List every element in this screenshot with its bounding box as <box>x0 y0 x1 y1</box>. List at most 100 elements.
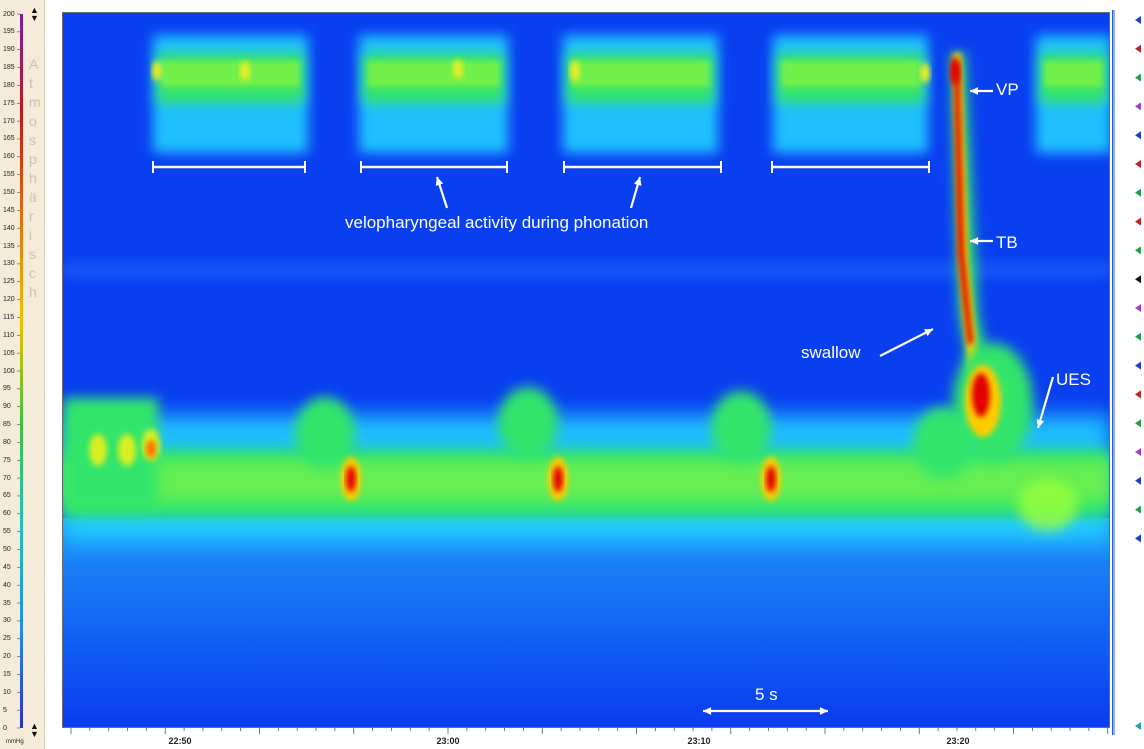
scale-tick-label: 35 <box>3 599 11 607</box>
sensor-marker-strip <box>1112 10 1144 735</box>
vp-activity-inner <box>571 61 710 87</box>
swallow-label: swallow <box>801 343 861 362</box>
swallow-arrow <box>879 328 934 357</box>
background-band <box>63 263 1109 277</box>
scale-tick-label: 150 <box>3 189 15 196</box>
annotation-layer <box>152 87 1055 715</box>
sensor-marker-icon <box>1135 44 1141 53</box>
sensor-marker-icon <box>1135 534 1141 543</box>
ues-label: UES <box>1056 370 1091 389</box>
ues-hotspot-core <box>346 466 356 492</box>
sensor-marker-icon <box>1135 332 1141 341</box>
scale-tick-label: 140 <box>3 224 15 232</box>
scale-tick-label: 110 <box>3 331 15 339</box>
scale-tick-label: 185 <box>3 64 15 72</box>
scale-tick-label: 55 <box>3 528 11 536</box>
vertical-text-letter: i <box>29 227 33 243</box>
scale-tick-label: 170 <box>3 117 15 125</box>
scale-bar-label: 5 s <box>755 685 778 704</box>
scale-tick-label: 80 <box>3 438 11 446</box>
scale-tick-label: 165 <box>3 135 15 143</box>
phonation-annotation: velopharyngeal activity during phonation <box>345 213 649 232</box>
vp-hotspot <box>152 61 162 81</box>
scale-tick-label: 15 <box>3 670 11 678</box>
swallow-streak-red <box>954 63 973 345</box>
scale-tick-label: 200 <box>3 10 15 18</box>
heatmap-canvas <box>63 35 1109 718</box>
ues-bump <box>498 387 558 459</box>
scale-tick-label: 40 <box>3 581 11 589</box>
sensor-marker-icon <box>1135 361 1141 370</box>
vertical-text-letter: h <box>29 170 37 186</box>
vertical-text-letter: A <box>29 56 39 72</box>
unit-label: mmHg <box>6 739 24 745</box>
ues-bump <box>295 397 355 469</box>
pressure-color-scale <box>17 13 23 729</box>
ues-arrow-head <box>1036 419 1045 428</box>
vertical-text-letter: ä <box>29 189 37 205</box>
vertical-text-letter: h <box>29 284 37 300</box>
color-scale-bar <box>20 14 23 728</box>
scale-tick-label: 135 <box>3 242 15 250</box>
sensor-marker-icon <box>1135 246 1141 255</box>
time-tick-label: 23:10 <box>687 736 711 746</box>
scale-tick-label: 5 <box>3 706 7 714</box>
sensor-marker-icon <box>1135 722 1141 730</box>
time-tick-label: 23:00 <box>436 736 460 746</box>
vp-hotspot <box>453 59 463 79</box>
ues-arrow <box>1036 376 1055 429</box>
scale-tick-label: 85 <box>3 421 11 429</box>
pressure-topography-plot[interactable]: velopharyngeal activity during phonation… <box>62 12 1110 728</box>
vertical-text-letter: c <box>29 265 36 281</box>
sensor-marker-icon <box>1135 505 1141 514</box>
scale-tick-label: 60 <box>3 510 11 518</box>
ues-left-section <box>63 398 158 508</box>
scale-tick-label: 180 <box>3 81 15 89</box>
scale-tick-label: 25 <box>3 635 11 643</box>
vertical-text-letter: s <box>29 132 36 148</box>
tb-arrow-head <box>970 237 979 245</box>
scale-tick-label: 155 <box>3 171 15 179</box>
scale-tick-label: 20 <box>3 653 11 661</box>
vp-arrow-head <box>970 87 979 95</box>
scale-tick-label: 90 <box>3 403 11 411</box>
pressure-hotspot <box>146 440 156 458</box>
vp-activity-inner <box>1044 61 1103 87</box>
vp-hotspot <box>920 63 930 83</box>
phonation-arrow-left-head <box>435 177 444 186</box>
scale-tick-label: 95 <box>3 385 11 393</box>
vertical-text-letter: m <box>29 94 41 110</box>
scale-tick-label: 50 <box>3 546 11 553</box>
scale-tick-label: 10 <box>3 688 11 696</box>
vertical-text-letter: r <box>29 208 34 224</box>
scale-tick-label: 120 <box>3 296 15 304</box>
sensor-marker-icon <box>1135 131 1141 140</box>
scale-tick-label: 100 <box>3 367 15 375</box>
tb-label: TB <box>996 233 1018 252</box>
sensor-markers <box>1113 10 1141 735</box>
time-axis-ticks <box>70 728 1109 734</box>
ues-recovery-spot <box>1018 479 1078 531</box>
vertical-text-letter: t <box>29 75 33 91</box>
vp-activity-inner <box>367 61 500 87</box>
scale-tick-label: 70 <box>3 474 11 482</box>
scale-scroll-bottom-icon[interactable]: ▲ ▼ <box>30 721 39 739</box>
ues-hotspot-core <box>553 466 563 492</box>
scale-tick-label: 195 <box>3 28 15 36</box>
scale-tick-label: 130 <box>3 260 15 268</box>
sensor-marker-icon <box>1135 16 1141 24</box>
time-tick-label: 23:20 <box>946 736 970 746</box>
scale-bar-arrow-right-head <box>819 707 828 715</box>
sensor-marker-icon <box>1135 476 1141 485</box>
sensor-marker-icon <box>1135 217 1141 226</box>
sensor-marker-icon <box>1135 73 1141 82</box>
scale-scroll-up-down-icon[interactable]: ▲ ▼ <box>30 5 39 23</box>
ues-hotspot-core <box>766 466 776 492</box>
scale-tick-label: 105 <box>3 349 15 357</box>
scale-tick-label: 30 <box>3 617 11 625</box>
vertical-text-letter: o <box>29 113 37 129</box>
ues-bump <box>711 391 771 463</box>
scale-tick-label: 45 <box>3 563 11 571</box>
vertical-text-letter: s <box>29 246 36 262</box>
